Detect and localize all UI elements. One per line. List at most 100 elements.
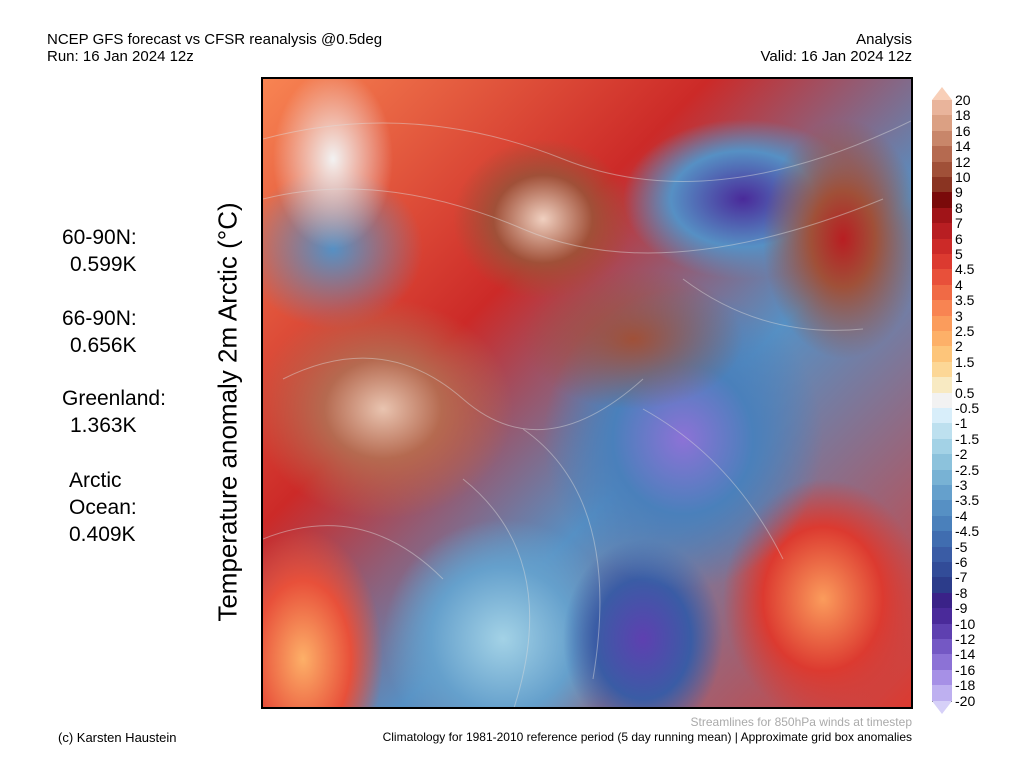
- colorbar-segment: [932, 192, 952, 209]
- colorbar-segment: [932, 377, 952, 394]
- stat-60-90n: 60-90N: 0.599K: [62, 224, 137, 278]
- colorbar-under-triangle: [932, 700, 952, 714]
- colorbar-segment: [932, 331, 952, 348]
- colorbar-segment: [932, 469, 952, 486]
- colorbar-segment: [932, 654, 952, 671]
- colorbar-tick-label: -12: [955, 631, 976, 647]
- colorbar-tick-label: -10: [955, 615, 976, 632]
- colorbar-segment: [932, 500, 952, 517]
- colorbar-tick-label: -7: [955, 569, 968, 586]
- colorbar-tick-label: 8: [955, 199, 963, 216]
- analysis-label: Analysis: [856, 31, 912, 48]
- colorbar-tick-label: 4.5: [955, 261, 975, 278]
- colorbar-tick-label: 3: [955, 307, 963, 324]
- colorbar-tick-label: -1.5: [955, 430, 980, 447]
- run-time: Run: 16 Jan 2024 12z: [47, 48, 194, 65]
- colorbar-segment: [932, 161, 952, 178]
- colorbar-tick-label: 9: [955, 184, 963, 201]
- colorbar-tick-label: -3: [955, 477, 968, 493]
- colorbar-tick-label: 3.5: [955, 292, 975, 309]
- colorbar-segment: [932, 577, 952, 594]
- colorbar-tick-label: 14: [955, 138, 971, 155]
- valid-time: Valid: 16 Jan 2024 12z: [760, 48, 912, 65]
- colorbar-segment: [932, 238, 952, 255]
- colorbar-segment: [932, 515, 952, 533]
- colorbar-tick-label: -4.5: [955, 523, 980, 540]
- colorbar-tick-label: -14: [955, 646, 976, 663]
- colorbar-tick-label: 10: [955, 169, 971, 185]
- stat-value: 0.656K: [70, 334, 137, 357]
- colorbar-tick-label: 18: [955, 107, 971, 124]
- colorbar-segment: [932, 115, 952, 132]
- colorbar-segment: [932, 592, 952, 610]
- stat-66-90n: 66-90N: 0.656K: [62, 305, 137, 359]
- colorbar-segment: [932, 408, 952, 425]
- colorbar-tick-label: 20: [955, 92, 971, 108]
- colorbar-segment: [932, 315, 952, 332]
- stat-value: 0.599K: [70, 253, 137, 276]
- colorbar-tick-label: 12: [955, 153, 971, 170]
- stat-value: 1.363K: [70, 414, 137, 437]
- colorbar-tick-label: -3.5: [955, 492, 980, 509]
- stat-value: 0.409K: [69, 523, 136, 546]
- climatology-note: Climatology for 1981-2010 reference peri…: [382, 730, 912, 744]
- colorbar-tick-label: -8: [955, 584, 968, 601]
- colorbar-segment: [932, 438, 952, 456]
- colorbar-tick-label: 6: [955, 230, 963, 247]
- colorbar-tick-label: -2.5: [955, 461, 980, 478]
- colorbar-tick-label: 7: [955, 215, 963, 232]
- colorbar-tick-label: 2: [955, 338, 963, 355]
- colorbar-tick-label: -2: [955, 446, 968, 463]
- colorbar-tick-label: -0.5: [955, 400, 980, 416]
- colorbar-tick-label: -16: [955, 661, 976, 678]
- colorbar-segment: [932, 300, 952, 317]
- colorbar-segment: [932, 623, 952, 640]
- stat-arctic-ocean: Arctic Ocean: 0.409K: [69, 467, 137, 548]
- colorbar-segment: [932, 177, 952, 194]
- colorbar-segment: [932, 546, 952, 563]
- stat-label: Greenland:: [62, 387, 166, 410]
- colorbar-tick-label: -1: [955, 415, 968, 432]
- y-axis-label: Temperature anomaly 2m Arctic (°C): [212, 202, 243, 622]
- colorbar-tick-label: -20: [955, 692, 976, 709]
- stat-greenland: Greenland: 1.363K: [62, 385, 166, 439]
- colorbar-tick-label: -18: [955, 677, 976, 694]
- colorbar-tick-label: 1.5: [955, 353, 975, 370]
- colorbar-segment: [932, 361, 952, 379]
- stat-label: Ocean:: [69, 496, 137, 519]
- stat-label: 60-90N:: [62, 226, 137, 249]
- colorbar-segment: [932, 346, 952, 363]
- streamlines: [263, 120, 911, 707]
- colorbar-segment: [932, 669, 952, 687]
- colorbar-tick-label: -9: [955, 600, 968, 617]
- colorbar-segment: [932, 423, 952, 440]
- streamlines-note: Streamlines for 850hPa winds at timestep: [690, 715, 912, 729]
- colorbar-segment: [932, 685, 952, 702]
- chart-title: NCEP GFS forecast vs CFSR reanalysis @0.…: [47, 31, 383, 48]
- colorbar-segment: [932, 223, 952, 240]
- colorbar-segment: [932, 284, 952, 302]
- colorbar-over-triangle: [932, 87, 952, 100]
- colorbar-segment: [932, 269, 952, 286]
- stat-label: 66-90N:: [62, 307, 137, 330]
- colorbar-tick-label: -6: [955, 554, 968, 570]
- colorbar-segment: [932, 531, 952, 548]
- colorbar-segment: [932, 100, 952, 117]
- colorbar-segment: [932, 146, 952, 163]
- stat-label: Arctic: [69, 469, 122, 492]
- colorbar-segment: [932, 392, 952, 409]
- colorbar-segment: [932, 562, 952, 579]
- colorbar-tick-label: 4: [955, 276, 963, 293]
- colorbar-segment: [932, 454, 952, 471]
- credit: (c) Karsten Haustein: [58, 730, 177, 745]
- colorbar-segment: [932, 639, 952, 656]
- colorbar-tick-label: 5: [955, 246, 963, 262]
- colorbar-tick-label: -5: [955, 538, 968, 555]
- colorbar-tick-label: -4: [955, 507, 968, 524]
- colorbar-tick-label: 0.5: [955, 384, 975, 401]
- colorbar-tick-label: 1: [955, 369, 963, 386]
- colorbar-segment: [932, 608, 952, 625]
- colorbar-tick-label: 2.5: [955, 323, 975, 339]
- colorbar-tick-label: 16: [955, 122, 971, 139]
- colorbar-segment: [932, 254, 952, 271]
